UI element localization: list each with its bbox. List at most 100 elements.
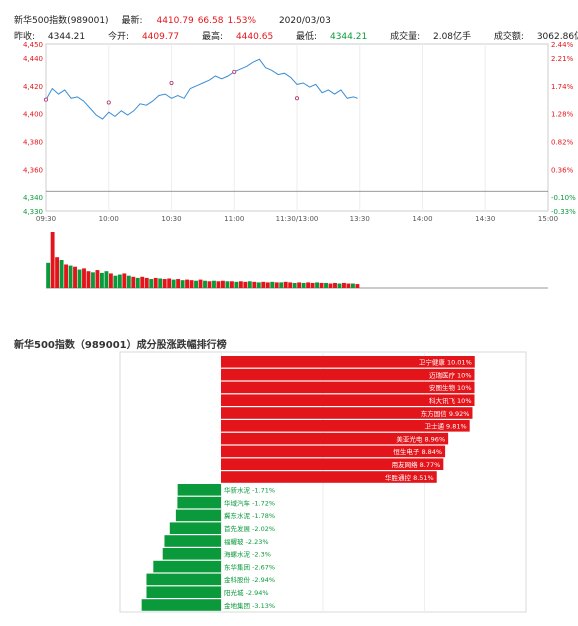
volume-bar (279, 282, 284, 288)
volume-bar (55, 257, 60, 288)
volume-bar (301, 282, 306, 288)
loser-label: 福耀玻 -2.23% (224, 537, 269, 546)
volume-bar (82, 268, 86, 288)
y-tick-label-left: 4,380 (23, 138, 43, 146)
y-tick-label-right: 1.28% (551, 111, 574, 119)
price-line (45, 58, 358, 120)
x-tick-label: 10:30 (161, 215, 181, 223)
volume-bar (256, 282, 261, 288)
volume-bar (46, 262, 51, 288)
volume-bar (346, 283, 351, 288)
ranking-title: 新华500指数（989001）成分股涨跌幅排行榜 (14, 340, 227, 351)
loser-bar (177, 484, 221, 496)
volume-bar (68, 265, 73, 288)
volume-bar (350, 283, 355, 288)
volume-bar (306, 282, 311, 288)
intraday-chart: 09:30 10:00 10:30 11:00 11:30/13:00 13:30 14:0… (23, 41, 576, 289)
volume-bar (274, 282, 279, 288)
volume-bar (117, 274, 122, 288)
gainer-bar (221, 420, 470, 432)
volume-bar (185, 279, 190, 288)
y-tick-label-right: 2.44% (551, 41, 574, 49)
y-tick-label-right: 1.74% (551, 83, 574, 91)
volume-bar (288, 282, 293, 288)
volume-bar (292, 282, 297, 288)
gainer-bar (221, 394, 475, 406)
volume-bar (126, 275, 131, 288)
volume-bar (221, 280, 225, 288)
x-tick-label: 09:30 (36, 215, 56, 223)
open-value: 4409.77 (141, 32, 180, 42)
gainer-bar (221, 368, 475, 381)
volume-bar (167, 278, 172, 288)
latest-value: 4410.79 (156, 16, 194, 26)
x-tick-label: 13:30 (350, 215, 370, 223)
volume-bar (297, 282, 302, 288)
loser-bar (141, 599, 221, 611)
gainer-label: 美亚光电 8.96% (396, 434, 445, 443)
price-marker (44, 97, 49, 102)
volume-bar (113, 275, 118, 288)
volume-bar (149, 279, 154, 288)
open-label: 今开: (108, 32, 130, 42)
loser-label: 阳光城 -2.94% (224, 588, 269, 597)
volume-bar (131, 276, 136, 288)
volume-label: 成交量: (390, 32, 421, 42)
volume-bar (315, 282, 320, 288)
loser-label: 金地集团 -3.13% (224, 601, 275, 610)
y-tick-label-left: 4,450 (23, 41, 43, 49)
y-tick-label-left: 4,400 (23, 111, 43, 119)
volume-bar (198, 279, 203, 288)
volume-value: 2.08亿手 (432, 32, 472, 42)
volume-bar (328, 283, 333, 288)
high-value: 4440.65 (235, 32, 274, 42)
loser-bar (177, 496, 221, 509)
quote-date: 2020/03/03 (278, 16, 331, 26)
volume-bar (162, 279, 167, 288)
loser-bar (146, 573, 221, 586)
volume-bar (247, 281, 252, 288)
x-tick-label: 15:00 (538, 215, 558, 223)
volume-bar (189, 280, 194, 288)
loser-label: 华域汽车 -1.72% (224, 498, 275, 507)
volume-bar (252, 281, 257, 288)
volume-bar (337, 283, 342, 288)
gainer-label: 华胜通控 8.51% (385, 473, 434, 482)
loser-label: 金科股份 -2.94% (224, 575, 275, 584)
price-marker (106, 100, 111, 105)
volume-bar (234, 281, 239, 288)
index-name: 新华500指数(989001) (14, 16, 109, 26)
volume-bar (91, 272, 95, 288)
turnover-value: 3062.86亿 (536, 32, 578, 42)
low-label: 最低: (296, 32, 318, 42)
volume-bar (86, 271, 91, 288)
volume-bar (212, 280, 216, 288)
latest-label: 最新: (121, 16, 143, 26)
volume-bar (283, 281, 288, 288)
gainer-label: 安图生物 10% (429, 383, 472, 392)
turnover-label: 成交额: (493, 32, 524, 42)
volume-bar (194, 280, 198, 288)
gainer-label: 卫宁健康 10.01% (419, 358, 472, 367)
volume-bar (243, 281, 248, 288)
volume-bar (122, 273, 127, 288)
gainer-label: 用友网络 8.77% (392, 460, 441, 469)
x-tick-label: 14:00 (412, 215, 432, 223)
y-tick-label-right: -0.33% (551, 208, 576, 216)
quote-header-row2: 昨收: 4344.21 今开: 4409.77 最高: 4440.65 最低: … (14, 29, 578, 42)
volume-bar (333, 282, 337, 288)
gainer-bar (221, 471, 437, 483)
loser-label: 冀东水泥 -1.78% (224, 511, 275, 520)
gainer-label: 科大讯飞 10% (429, 396, 472, 405)
change-value: 66.58 (197, 16, 224, 26)
price-marker (169, 80, 174, 85)
gainer-label: 东方国信 9.92% (421, 409, 470, 418)
volume-bar (270, 281, 275, 288)
loser-label: 首先发展 -2.02% (224, 524, 275, 533)
volume-bar (50, 232, 55, 288)
volume-bar (265, 282, 270, 288)
volume-bar (229, 281, 234, 288)
y-tick-label-left: 4,420 (23, 83, 43, 91)
volume-bar (355, 284, 360, 288)
loser-bar (164, 535, 221, 547)
